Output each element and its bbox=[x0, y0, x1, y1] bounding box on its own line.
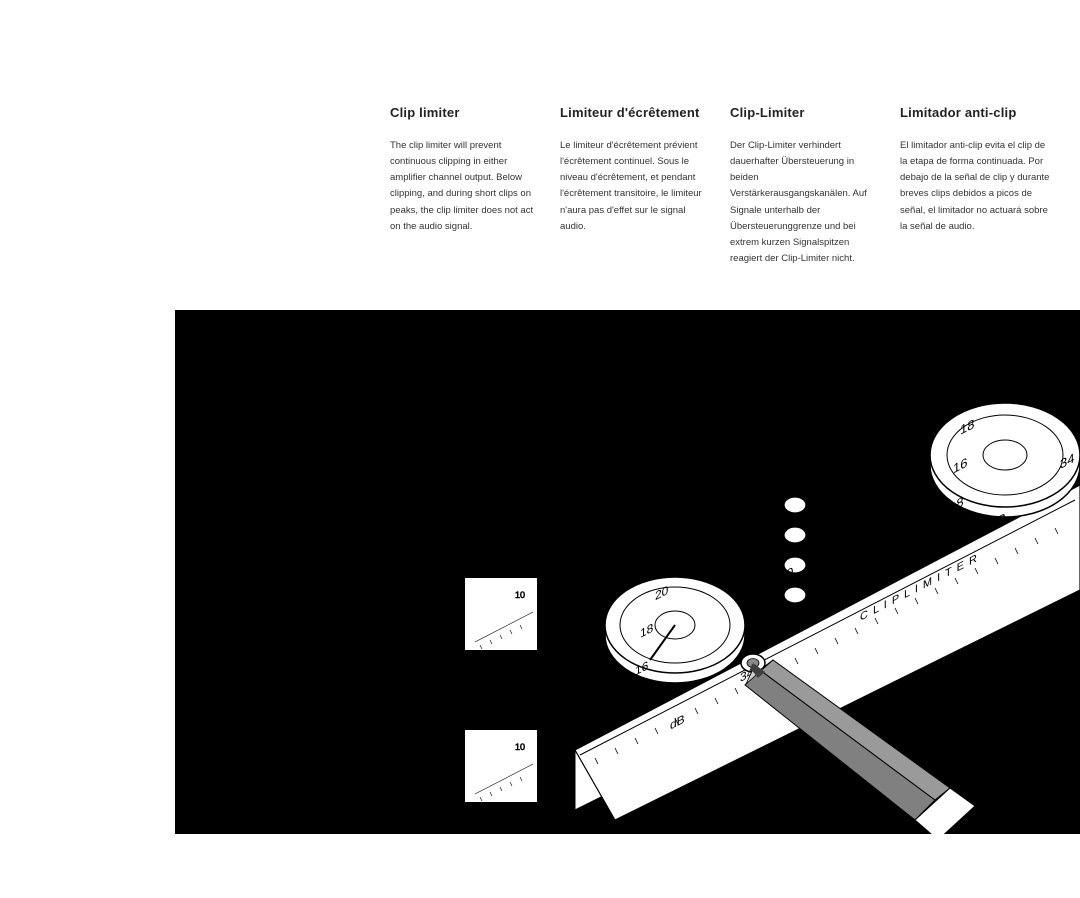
column-french: Limiteur d'écrêtement Le limiteur d'écrê… bbox=[560, 105, 710, 267]
svg-text:22: 22 bbox=[680, 540, 693, 561]
col-body: The clip limiter will prevent continuous… bbox=[390, 138, 540, 235]
col-body: Der Clip-Limiter verhindert dauerhafter … bbox=[730, 138, 880, 267]
column-english: Clip limiter The clip limiter will preve… bbox=[390, 105, 540, 267]
amplifier-panel-illustration: C H A N N E L 1 C H A N N E L 2 C L I P … bbox=[175, 310, 1080, 834]
svg-text:-20dB: -20dB bbox=[860, 487, 890, 514]
channel-1-knob bbox=[605, 577, 745, 683]
svg-text:24: 24 bbox=[1045, 314, 1060, 337]
svg-text:26: 26 bbox=[745, 509, 758, 530]
led-indicators bbox=[784, 497, 806, 603]
svg-text:22: 22 bbox=[1005, 333, 1019, 355]
col-body: El limitador anti-clip evita el clip de … bbox=[900, 138, 1050, 235]
svg-text:10: 10 bbox=[515, 590, 525, 600]
svg-text:C L I P: C L I P bbox=[860, 396, 916, 440]
column-spanish: Limitador anti-clip El limitador anti-cl… bbox=[900, 105, 1050, 267]
col-body: Le limiteur d'écrêtement prévient l'écrê… bbox=[560, 138, 710, 235]
col-title: Limitador anti-clip bbox=[900, 105, 1050, 120]
col-title: Clip limiter bbox=[390, 105, 540, 120]
thumbnails: 10 10 bbox=[465, 578, 537, 802]
column-german: Clip-Limiter Der Clip-Limiter verhindert… bbox=[730, 105, 880, 267]
svg-text:30: 30 bbox=[780, 564, 793, 585]
col-title: Clip-Limiter bbox=[730, 105, 880, 120]
col-title: Limiteur d'écrêtement bbox=[560, 105, 710, 120]
svg-text:24: 24 bbox=[710, 519, 723, 540]
svg-text:32: 32 bbox=[770, 614, 783, 635]
text-columns: Clip limiter The clip limiter will preve… bbox=[390, 105, 1050, 267]
svg-text:-10dB: -10dB bbox=[860, 452, 890, 479]
svg-text:10: 10 bbox=[515, 742, 525, 752]
svg-text:20: 20 bbox=[980, 375, 995, 398]
